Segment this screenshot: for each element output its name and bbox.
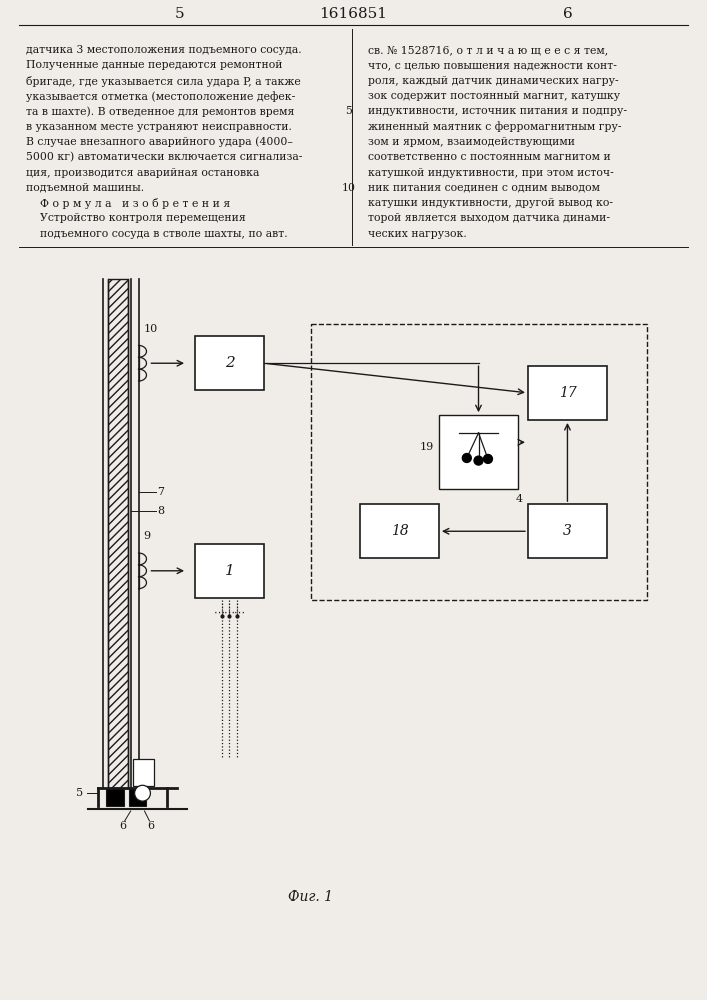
Bar [195,336,264,390]
Text: 5: 5 [174,7,184,21]
Text: ция, производится аварийная остановка: ция, производится аварийная остановка [26,168,259,178]
Text: ческих нагрузок.: ческих нагрузок. [368,229,467,239]
Text: та в шахте). В отведенное для ремонтов время: та в шахте). В отведенное для ремонтов в… [26,106,294,117]
Text: что, с целью повышения надежности конт-: что, с целью повышения надежности конт- [368,60,617,70]
Text: ник питания соединен с одним выводом: ник питания соединен с одним выводом [368,183,600,193]
Text: ⋯: ⋯ [224,608,235,618]
Text: бригаде, где указывается сила удара P, а также: бригаде, где указывается сила удара P, а… [26,76,300,87]
Bar [528,366,607,420]
Text: 5000 кг) автоматически включается сигнализа-: 5000 кг) автоматически включается сигнал… [26,152,303,163]
Text: катушкой индуктивности, при этом источ-: катушкой индуктивности, при этом источ- [368,168,614,178]
Text: 8: 8 [158,506,165,516]
Bar [439,415,518,489]
Bar [106,788,124,806]
Text: Полученные данные передаются ремонтной: Полученные данные передаются ремонтной [26,60,282,70]
Text: в указанном месте устраняют неисправности.: в указанном месте устраняют неисправност… [26,122,292,132]
Text: 10: 10 [144,324,158,334]
Text: 9: 9 [144,531,151,541]
Text: Ф о р м у л а   и з о б р е т е н и я: Ф о р м у л а и з о б р е т е н и я [26,198,230,209]
Bar [129,788,146,806]
Circle shape [134,785,151,801]
Text: катушки индуктивности, другой вывод ко-: катушки индуктивности, другой вывод ко- [368,198,613,208]
Text: 18: 18 [390,524,409,538]
Text: 2: 2 [225,356,234,370]
Text: 4: 4 [516,494,523,504]
Text: 1: 1 [225,564,234,578]
Circle shape [474,456,483,465]
Text: 6: 6 [147,821,154,831]
Text: датчика 3 местоположения подъемного сосуда.: датчика 3 местоположения подъемного сосу… [26,45,301,55]
Text: зок содержит постоянный магнит, катушку: зок содержит постоянный магнит, катушку [368,91,620,101]
Bar [360,504,439,558]
Text: роля, каждый датчик динамических нагру-: роля, каждый датчик динамических нагру- [368,76,619,86]
Bar [108,279,128,788]
Text: зом и ярмом, взаимодействующими: зом и ярмом, взаимодействующими [368,137,575,147]
Text: указывается отметка (местоположение дефек-: указывается отметка (местоположение дефе… [26,91,295,102]
Bar [310,324,646,600]
Text: 6: 6 [563,7,573,21]
Text: жиненный маятник с ферромагнитным гру-: жиненный маятник с ферромагнитным гру- [368,122,621,132]
Bar [133,759,154,786]
Circle shape [484,454,492,463]
Text: подъемной машины.: подъемной машины. [26,183,144,193]
Circle shape [462,454,472,462]
Text: В случае внезапного аварийного удара (4000–: В случае внезапного аварийного удара (40… [26,137,293,147]
Text: 19: 19 [420,442,434,452]
Text: 7: 7 [158,487,164,497]
Text: Устройство контроля перемещения: Устройство контроля перемещения [26,213,245,223]
Bar [195,544,264,598]
Text: 1616851: 1616851 [319,7,387,21]
Text: подъемного сосуда в стволе шахты, по авт.: подъемного сосуда в стволе шахты, по авт… [26,229,288,239]
Text: 5: 5 [76,788,83,798]
Text: 6: 6 [119,821,127,831]
Text: ⋯: ⋯ [234,608,245,618]
Text: 10: 10 [342,183,356,193]
Text: ⋯: ⋯ [214,608,225,618]
Text: Фиг. 1: Фиг. 1 [288,890,333,904]
Text: соответственно с постоянным магнитом и: соответственно с постоянным магнитом и [368,152,611,162]
Text: 3: 3 [563,524,572,538]
Text: св. № 1528716, о т л и ч а ю щ е е с я тем,: св. № 1528716, о т л и ч а ю щ е е с я т… [368,45,608,55]
Bar [528,504,607,558]
Text: 17: 17 [559,386,576,400]
Text: индуктивности, источник питания и подпру-: индуктивности, источник питания и подпру… [368,106,627,116]
Text: 5: 5 [346,106,353,116]
Text: торой является выходом датчика динами-: торой является выходом датчика динами- [368,213,610,223]
